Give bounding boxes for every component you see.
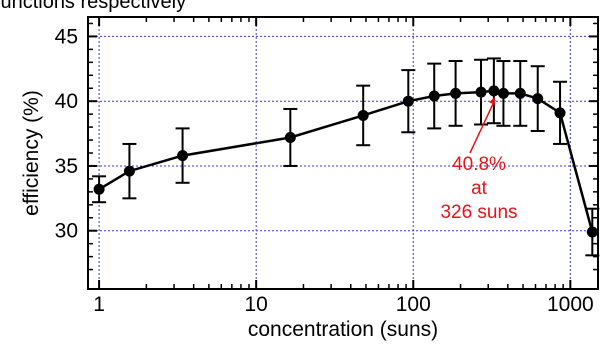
data-point-0-12 xyxy=(532,93,544,105)
data-point-0-1 xyxy=(123,165,135,177)
data-point-0-14 xyxy=(586,226,598,238)
plot-frame xyxy=(87,16,599,290)
data-point-0-4 xyxy=(357,109,369,121)
data-point-0-3 xyxy=(284,131,296,143)
x-axis-label: concentration (suns) xyxy=(248,318,438,341)
peak-annotation: 40.8% at 326 suns xyxy=(440,96,518,223)
annotation-line-2: 326 suns xyxy=(440,202,517,223)
data-point-0-10 xyxy=(497,87,509,99)
data-series xyxy=(93,85,598,238)
data-point-0-9 xyxy=(488,85,500,97)
x-tick-label-0: 1 xyxy=(93,293,105,316)
y-tick-label-1: 35 xyxy=(55,155,78,178)
x-tick-label-1: 10 xyxy=(244,293,267,316)
annotation-line-0: 40.8% xyxy=(452,154,506,175)
data-point-0-6 xyxy=(428,90,440,102)
annotation-line-1: at xyxy=(471,178,488,199)
annotation-arrow-line xyxy=(469,99,496,154)
data-point-0-11 xyxy=(514,87,526,99)
annotation-arrowhead xyxy=(489,96,495,105)
y-tick-label-0: 30 xyxy=(55,220,78,243)
data-point-0-2 xyxy=(177,150,189,162)
data-point-0-8 xyxy=(475,86,487,98)
error-bars xyxy=(92,57,600,257)
x-tick-label-2: 100 xyxy=(396,293,431,316)
y-axis-label: efficiency (%) xyxy=(20,90,43,216)
data-point-0-13 xyxy=(554,107,566,119)
y-tick-label-2: 40 xyxy=(55,90,78,113)
top-cropped-caption: junctions respectively xyxy=(0,0,186,13)
series-line-0 xyxy=(98,89,594,233)
data-point-0-7 xyxy=(450,87,462,99)
grid-lines xyxy=(88,17,598,289)
axis-ticks: 30 35 40 45 1 10 100 1000 xyxy=(55,17,598,316)
x-tick-label-3: 1000 xyxy=(547,293,594,316)
data-point-0-5 xyxy=(402,95,414,107)
data-point-0-0 xyxy=(93,183,105,195)
plot-border xyxy=(87,16,599,290)
y-tick-label-3: 45 xyxy=(55,25,78,48)
